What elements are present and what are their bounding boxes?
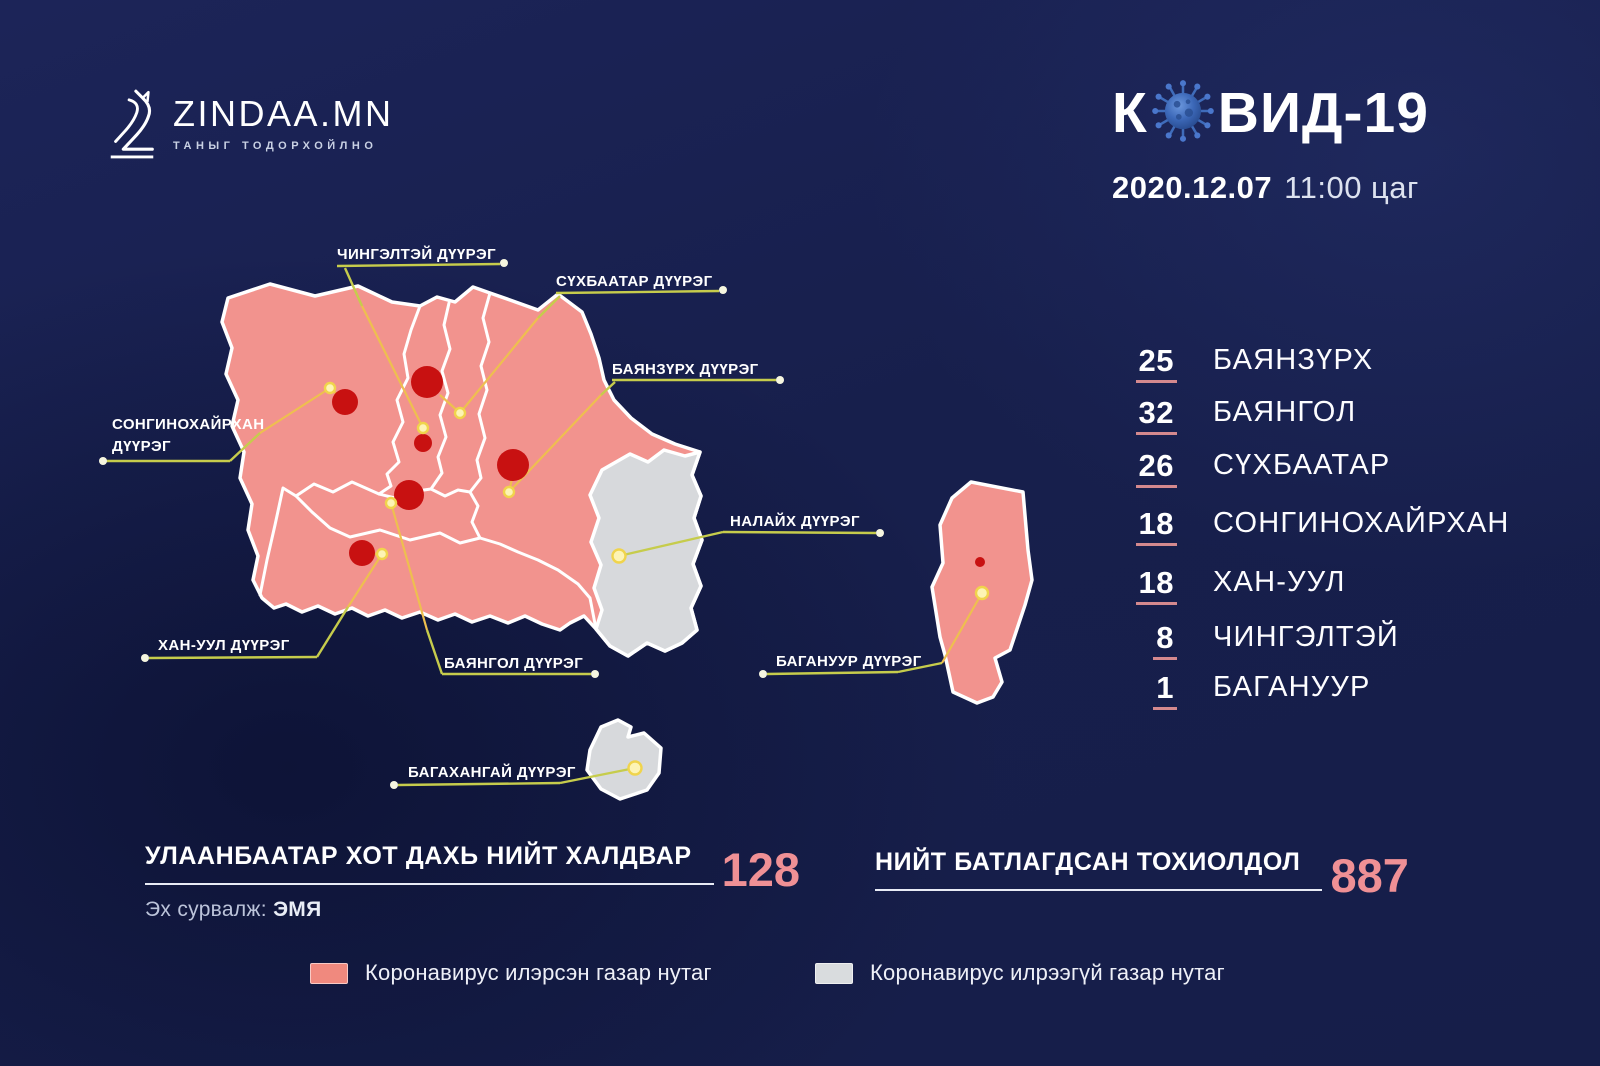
district-borders: [258, 291, 598, 631]
data-source: Эх сурвалж: ЭМЯ: [145, 898, 322, 922]
label-leader-lines: [105, 262, 943, 787]
case-bubbles: [332, 366, 985, 567]
label-sukhbaatar: СҮХБААТАР ДҮҮРЭГ: [556, 273, 713, 290]
label-nalaikh: НАЛАЙХ ДҮҮРЭГ: [730, 512, 860, 530]
district-labels: ЧИНГЭЛТЭЙ ДҮҮРЭГ СҮХБААТАР ДҮҮРЭГ БАЯНЗҮ…: [112, 245, 922, 781]
map-anchor-dots: [323, 381, 990, 776]
label-baganuur: БАГАНУУР ДҮҮРЭГ: [776, 653, 922, 670]
bubble-sukhbaatar: [411, 366, 443, 398]
bubble-songinokhairkhan: [332, 389, 358, 415]
label-songinokhairkhan-line2: ДҮҮРЭГ: [112, 438, 171, 455]
stat-label: СҮХБААТАР: [1213, 449, 1391, 481]
district-bagakhangai: [585, 718, 663, 801]
stat-value: 26: [1135, 450, 1177, 488]
source-label: Эх сурвалж:: [145, 898, 267, 921]
label-end-dots: [99, 259, 884, 789]
label-chingeltei: ЧИНГЭЛТЭЙ ДҮҮРЭГ: [337, 245, 496, 263]
brand-name: ZINDAA.MN: [173, 93, 394, 134]
stat-value: 18: [1135, 508, 1177, 546]
label-bayangol: БАЯНГОЛ ДҮҮРЭГ: [444, 655, 583, 672]
total-confirmed-value: 887: [1330, 849, 1409, 902]
brand-tagline: ТАНЫГ ТОДОРХОЙЛНО: [173, 140, 378, 152]
stat-row-bayangol: 32 БАЯНГОЛ: [1115, 396, 1357, 443]
stat-row-khan-uul: 18 ХАН-УУЛ: [1115, 566, 1346, 613]
zindaa-horse-logo-icon: [103, 84, 161, 173]
label-khan-uul: ХАН-УУЛ ДҮҮРЭГ: [158, 637, 290, 654]
legend-clean: Коронавирус илрээгүй газар нутаг: [815, 960, 1225, 986]
legend-clean-label: Коронавирус илрээгүй газар нутаг: [870, 960, 1225, 985]
stat-row-baganuur: 1 БАГАНУУР: [1115, 671, 1371, 718]
stat-row-songinokhairkhan: 18 СОНГИНОХАЙРХАН: [1115, 507, 1510, 554]
total-ub-cases: УЛААНБААТАР ХОТ ДАХЬ НИЙТ ХАЛДВАР 128: [145, 842, 800, 893]
covid-header: К: [1112, 76, 1472, 206]
report-datetime: 2020.12.07 11:00 цаг: [1112, 170, 1472, 206]
covid-title-suffix: ВИД-19: [1217, 80, 1429, 145]
stat-label: СОНГИНОХАЙРХАН: [1213, 507, 1510, 539]
total-confirmed-label: НИЙТ БАТЛАГДСАН ТОХИОЛДОЛ: [875, 848, 1323, 891]
stat-row-bayanzurkh: 25 БАЯНЗҮРХ: [1115, 344, 1374, 391]
stat-value: 32: [1135, 397, 1177, 435]
source-value: ЭМЯ: [273, 898, 322, 921]
label-bayanzurkh: БАЯНЗҮРХ ДҮҮРЭГ: [612, 361, 759, 378]
total-confirmed-cases: НИЙТ БАТЛАГДСАН ТОХИОЛДОЛ 887: [875, 848, 1409, 899]
total-ub-value: 128: [721, 843, 801, 896]
bubble-baganuur: [975, 557, 985, 567]
stat-value: 8: [1153, 622, 1177, 660]
legend-infected: Коронавирус илэрсэн газар нутаг: [310, 960, 712, 986]
stat-label: БАЯНЗҮРХ: [1213, 344, 1374, 376]
stat-row-sukhbaatar: 26 СҮХБААТАР: [1115, 449, 1391, 496]
bubble-bayanzurkh: [497, 449, 529, 481]
district-nalaikh: [588, 448, 704, 658]
stat-value: 25: [1135, 345, 1177, 383]
stat-label: ЧИНГЭЛТЭЙ: [1213, 621, 1399, 653]
stat-label: БАГАНУУР: [1213, 671, 1371, 703]
report-date: 2020.12.07: [1112, 170, 1273, 205]
covid-title-prefix: К: [1112, 80, 1148, 145]
stat-label: ХАН-УУЛ: [1213, 566, 1346, 598]
stat-row-chingeltei: 8 ЧИНГЭЛТЭЙ: [1115, 621, 1399, 668]
stat-label: БАЯНГОЛ: [1213, 396, 1357, 428]
label-bagakhangai: БАГАХАНГАЙ ДҮҮРЭГ: [408, 763, 576, 781]
legend-infected-swatch: [310, 962, 348, 984]
report-time: 11:00 цаг: [1284, 170, 1419, 205]
bubble-chingeltei: [414, 434, 432, 452]
stat-value: 18: [1135, 567, 1177, 605]
covid-title: К: [1112, 76, 1472, 150]
ulaanbaatar-district-map: ЧИНГЭЛТЭЙ ДҮҮРЭГ СҮХБААТАР ДҮҮРЭГ БАЯНЗҮ…: [90, 230, 1050, 835]
bubble-bayangol: [394, 480, 424, 510]
brand-logo: ZINDAA.MN ТАНЫГ ТОДОРХОЙЛНО: [103, 84, 394, 173]
label-songinokhairkhan-line1: СОНГИНОХАЙРХАН: [112, 415, 265, 433]
legend-infected-label: Коронавирус илэрсэн газар нутаг: [365, 960, 712, 985]
total-ub-label: УЛААНБААТАР ХОТ ДАХЬ НИЙТ ХАЛДВАР: [145, 842, 714, 885]
virus-icon: [1151, 79, 1215, 153]
bubble-khan-uul: [349, 540, 375, 566]
stat-value: 1: [1153, 672, 1177, 710]
legend-clean-swatch: [815, 962, 853, 984]
